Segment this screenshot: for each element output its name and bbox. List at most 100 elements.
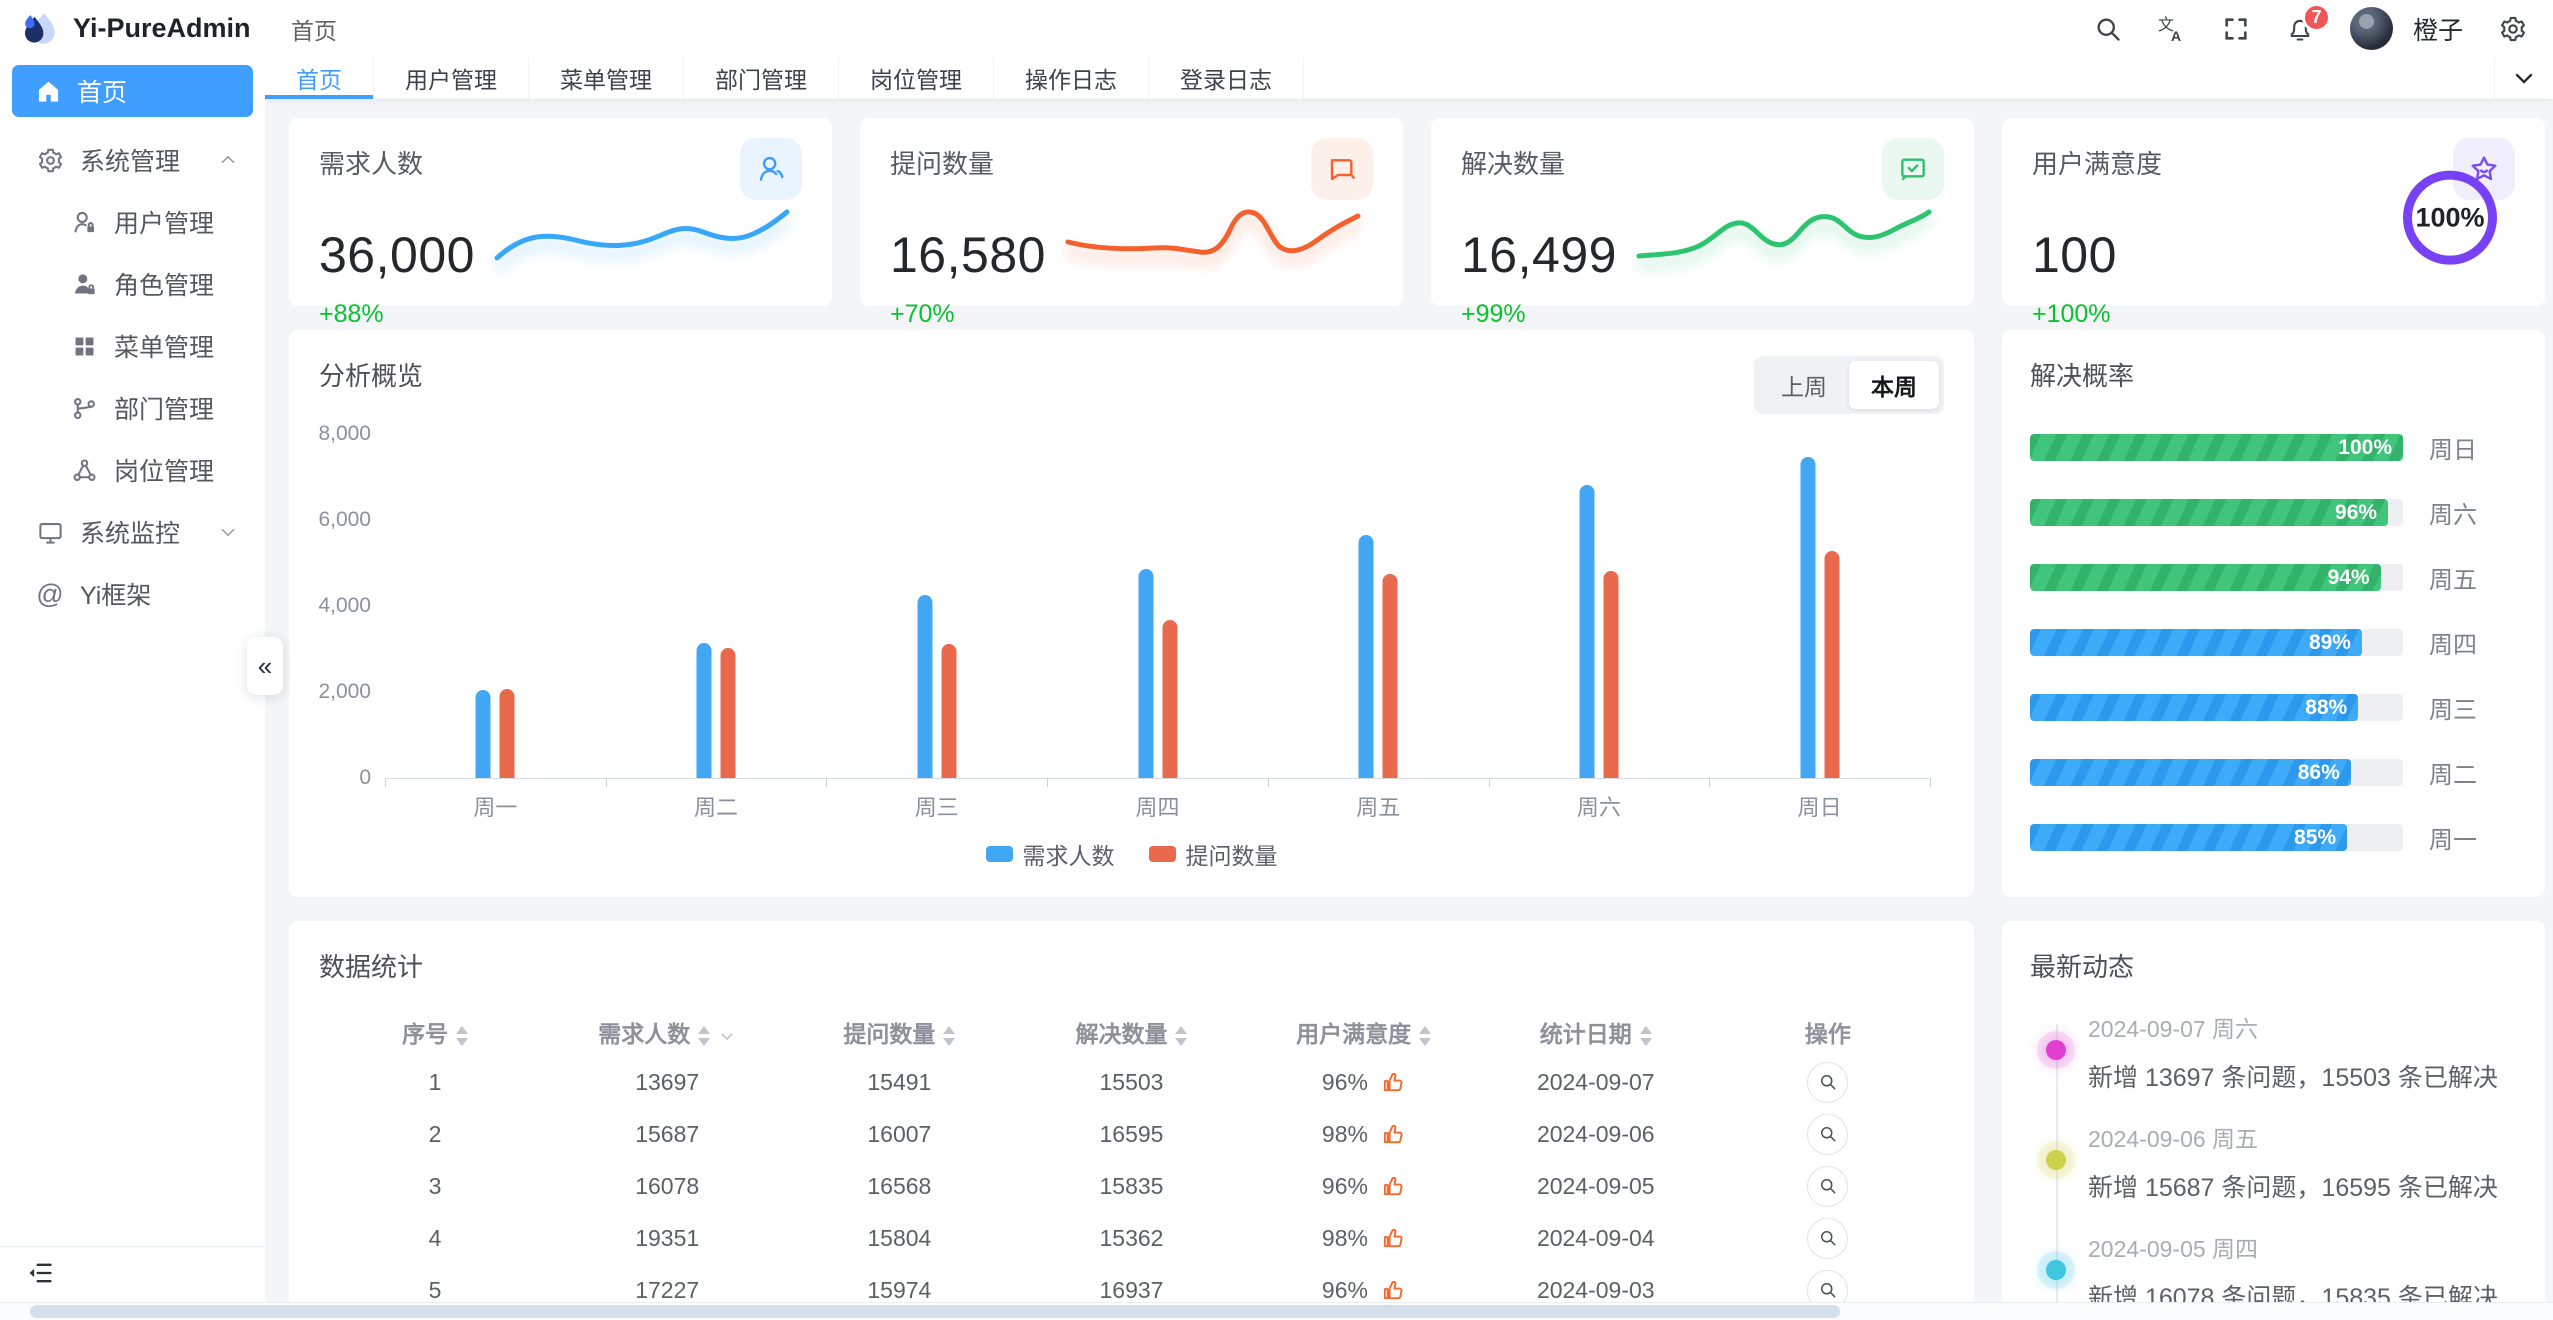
fullscreen-icon[interactable] — [2222, 15, 2250, 43]
branch-icon — [70, 394, 98, 422]
tab-首页[interactable]: 首页 — [265, 57, 374, 99]
sparkline — [494, 209, 790, 261]
user-add-icon — [740, 138, 802, 200]
sidebar-item-菜单管理[interactable]: 菜单管理 — [0, 315, 265, 377]
bar-提问数量[interactable] — [1824, 551, 1840, 778]
bar-需求人数[interactable] — [1800, 456, 1816, 778]
legend-item-需求人数[interactable]: 需求人数 — [985, 837, 1115, 871]
column-header-序号[interactable]: 序号 — [319, 1008, 551, 1056]
legend-item-提问数量[interactable]: 提问数量 — [1148, 837, 1278, 871]
cell-demand: 13697 — [635, 1068, 700, 1095]
sidebar-item-home-active[interactable]: 首页 — [12, 65, 253, 117]
view-detail-button[interactable] — [1807, 1165, 1849, 1207]
timeline-item: 2024-09-07 周六 新增 13697 条问题，15503 条已解决 — [2046, 1010, 2517, 1120]
sidebar-item-用户管理[interactable]: 用户管理 — [0, 191, 265, 253]
bar-提问数量[interactable] — [1382, 574, 1398, 778]
gear-icon[interactable] — [2499, 15, 2527, 43]
sidebar-item-系统管理[interactable]: 系统管理 — [0, 129, 265, 191]
thumb-up-icon — [1382, 1227, 1405, 1250]
notification-badge: 7 — [2301, 2, 2331, 32]
view-detail-button[interactable] — [1807, 1061, 1849, 1103]
sort-caret-icon[interactable] — [1419, 1025, 1432, 1046]
bar-提问数量[interactable] — [941, 643, 957, 778]
column-header-用户满意度[interactable]: 用户满意度 — [1248, 1008, 1480, 1056]
sidebar-item-部门管理[interactable]: 部门管理 — [0, 377, 265, 439]
cell-demand: 16078 — [635, 1172, 700, 1199]
topbar: 首页 文 A — [265, 0, 2553, 57]
chat-icon — [1311, 138, 1373, 200]
tab-菜单管理[interactable]: 菜单管理 — [529, 57, 684, 99]
solve-rate-row-周四: 89% 周四 — [2030, 610, 2517, 675]
logo[interactable]: Yi-PureAdmin — [0, 0, 265, 57]
bar-需求人数[interactable] — [1138, 569, 1153, 778]
bar-提问数量[interactable] — [720, 648, 736, 778]
sidebar-collapse-handle[interactable]: « — [247, 637, 283, 695]
timeline-dot — [2046, 1150, 2066, 1170]
column-header-解决数量[interactable]: 解决数量 — [1015, 1008, 1247, 1056]
bar-需求人数[interactable] — [696, 642, 712, 778]
view-detail-button[interactable] — [1807, 1269, 1849, 1303]
avatar[interactable] — [2349, 7, 2393, 50]
progress-value: 94% — [2327, 565, 2370, 589]
bar-提问数量[interactable] — [499, 689, 515, 778]
horizontal-scrollbar-thumb[interactable] — [30, 1305, 1840, 1318]
bell-icon[interactable]: 7 — [2286, 2, 2331, 43]
toggle-上周[interactable]: 上周 — [1781, 374, 1827, 400]
timeline-date: 2024-09-05 周四 — [2088, 1236, 2259, 1262]
search-icon[interactable] — [2094, 15, 2122, 43]
cell-date: 2024-09-06 — [1536, 1120, 1655, 1147]
cell-date: 2024-09-05 — [1536, 1172, 1655, 1199]
tab-用户管理[interactable]: 用户管理 — [374, 57, 529, 99]
progress-fill: 96% — [2030, 499, 2389, 526]
menu-fold-icon[interactable] — [26, 1259, 54, 1292]
progress-track: 100% — [2030, 434, 2403, 461]
tab-登录日志[interactable]: 登录日志 — [1149, 57, 1304, 99]
column-header-统计日期[interactable]: 统计日期 — [1480, 1008, 1712, 1056]
sidebar-item-label: 部门管理 — [114, 396, 215, 424]
bar-chart: 0 2,000 4,000 6,000 8,000 周一 周二 周三 周四 周五 周六 周日 — [318, 422, 1931, 820]
bar-group-周三 — [917, 595, 957, 778]
column-header-提问数量[interactable]: 提问数量 — [783, 1008, 1015, 1056]
bar-提问数量[interactable] — [1162, 619, 1177, 778]
x-axis-label: 周三 — [914, 795, 959, 820]
sidebar-item-Yi框架[interactable]: @ Yi框架 — [0, 563, 265, 625]
view-detail-button[interactable] — [1807, 1113, 1849, 1155]
bar-需求人数[interactable] — [917, 595, 933, 778]
app-title: Yi-PureAdmin — [73, 13, 251, 43]
timeline-item: 2024-09-05 周四 新增 16078 条问题，15835 条已解决 — [2046, 1230, 2517, 1303]
sort-caret-icon[interactable] — [1175, 1025, 1188, 1046]
bar-提问数量[interactable] — [1603, 571, 1619, 778]
filter-chevron-down-icon[interactable] — [718, 1027, 736, 1045]
sidebar-item-岗位管理[interactable]: 岗位管理 — [0, 439, 265, 501]
sort-caret-icon[interactable] — [1639, 1025, 1652, 1046]
progress-label: 周日 — [2429, 437, 2477, 464]
sort-caret-icon[interactable] — [456, 1025, 469, 1046]
bar-group-周四 — [1138, 569, 1177, 778]
tab-岗位管理[interactable]: 岗位管理 — [839, 57, 994, 99]
cell-demand: 15687 — [635, 1120, 700, 1147]
tab-操作日志[interactable]: 操作日志 — [994, 57, 1149, 99]
translate-icon[interactable]: 文 A — [2158, 15, 2186, 43]
bar-需求人数[interactable] — [1358, 535, 1374, 778]
x-axis-tickmark — [1930, 778, 1931, 787]
bar-需求人数[interactable] — [475, 689, 491, 778]
tab-部门管理[interactable]: 部门管理 — [684, 57, 839, 99]
stat-card-title: 提问数量 — [890, 149, 995, 179]
tabs: 首页 用户管理 菜单管理 部门管理 岗位管理 操作日志 登录日志 — [265, 57, 1304, 99]
progress-label: 周六 — [2429, 502, 2477, 529]
column-header-操作: 操作 — [1712, 1008, 1944, 1056]
view-detail-button[interactable] — [1807, 1217, 1849, 1259]
thumb-up-icon — [1382, 1123, 1405, 1146]
sort-caret-icon[interactable] — [943, 1025, 956, 1046]
progress-label: 周二 — [2429, 762, 2477, 789]
stats-table-title: 数据统计 — [319, 952, 424, 982]
sidebar-item-系统监控[interactable]: 系统监控 — [0, 501, 265, 563]
cell-satisfaction: 96% — [1248, 1264, 1480, 1303]
sidebar-item-角色管理[interactable]: 角色管理 — [0, 253, 265, 315]
bar-需求人数[interactable] — [1579, 485, 1595, 778]
tabbar-chevron-down-icon[interactable] — [2494, 57, 2553, 99]
column-header-需求人数[interactable]: 需求人数 — [551, 1008, 783, 1056]
sidebar-item-label: 系统监控 — [80, 520, 181, 548]
sort-caret-icon[interactable] — [698, 1025, 711, 1046]
toggle-本周[interactable]: 本周 — [1849, 361, 1939, 409]
